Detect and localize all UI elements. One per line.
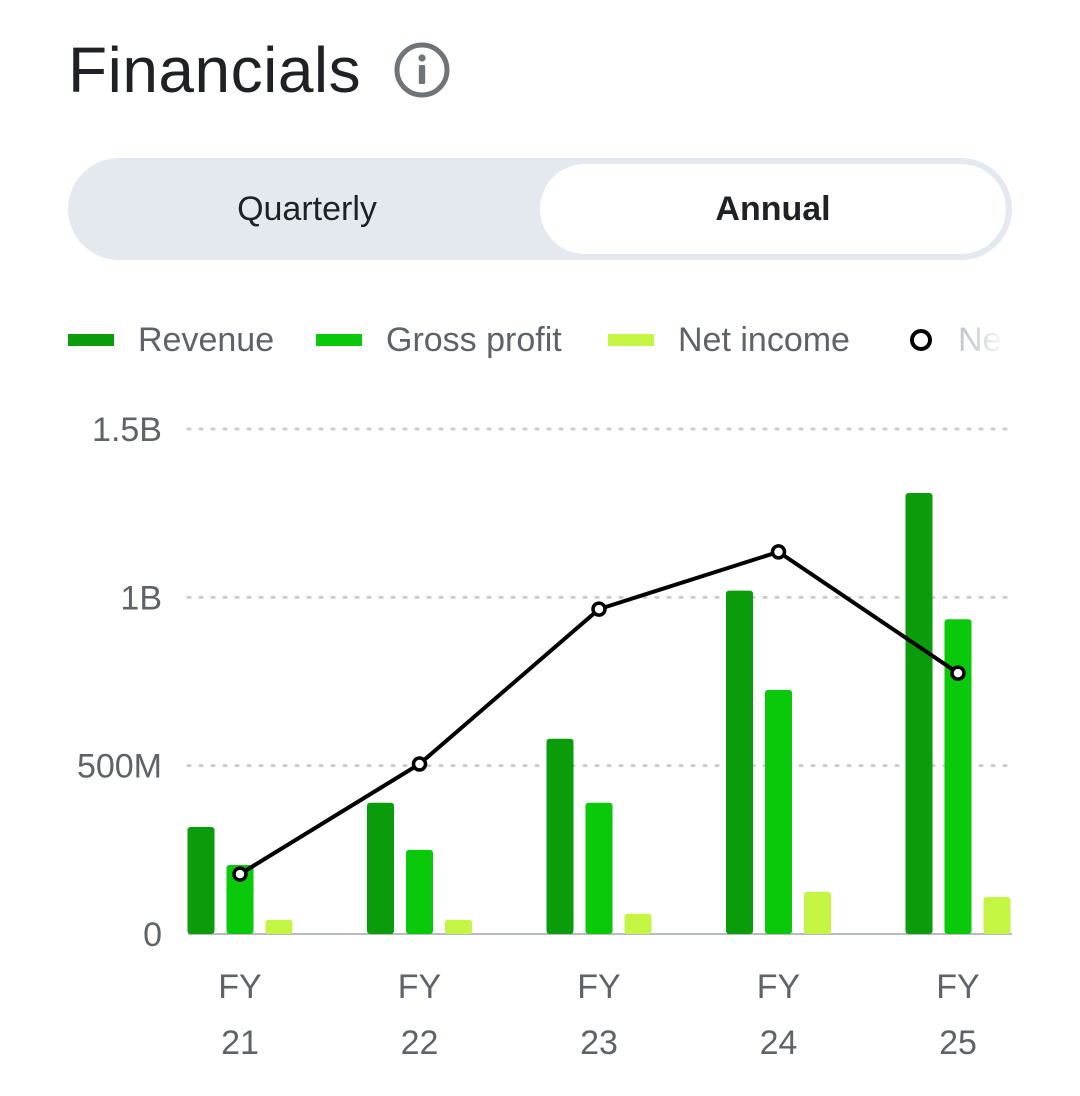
net-line-dot-icon (910, 329, 932, 351)
net-line-point (232, 866, 248, 882)
net-line-point (950, 665, 966, 681)
period-toggle: Quarterly Annual (68, 158, 1012, 260)
net-line-point (770, 544, 787, 560)
x-tick-label: FY (398, 968, 441, 1006)
y-tick-label: 1B (120, 579, 162, 617)
y-tick-label: 1.5B (92, 411, 162, 449)
info-icon[interactable] (393, 41, 451, 99)
y-tick-label: 0 (143, 916, 162, 954)
revenue-bar (367, 802, 394, 934)
header: Financials (68, 30, 451, 110)
x-tick-label: FY (757, 968, 800, 1006)
y-tick-label: 500M (77, 748, 162, 786)
x-tick-label: FY (577, 968, 620, 1006)
x-tick-label: 22 (401, 1024, 439, 1062)
x-tick-label: 24 (760, 1024, 798, 1062)
annual-tab[interactable]: Annual (540, 164, 1006, 254)
net-income-swatch (608, 334, 654, 346)
page-title: Financials (68, 34, 362, 106)
x-tick-label: 25 (939, 1024, 977, 1062)
legend-label-net-income: Net income (678, 320, 850, 359)
net-income-bar (983, 896, 1011, 934)
gross-profit-bar (944, 619, 972, 934)
chart-legend: Revenue Gross profit Net income Ne (68, 310, 1008, 370)
net-income-bar (445, 919, 472, 934)
legend-label-revenue: Revenue (138, 320, 275, 359)
legend-fade (968, 310, 1008, 370)
gross-profit-swatch (316, 334, 362, 346)
gross-profit-bar (585, 802, 613, 934)
x-tick-label: 23 (580, 1024, 618, 1062)
revenue-bar (546, 738, 574, 934)
net-income-bar (265, 919, 293, 934)
financials-chart: 0 500M 1B 1.5B FY 21 FY 22 FY 23 FY 24 FY 25 (77, 411, 1014, 1062)
quarterly-tab[interactable]: Quarterly (237, 189, 377, 228)
gross-profit-bar (406, 849, 433, 934)
gross-profit-bar (765, 689, 792, 934)
legend-revenue[interactable]: Revenue (68, 310, 274, 370)
x-tick-label: FY (936, 968, 979, 1006)
revenue-swatch (68, 334, 114, 346)
x-tick-label: 21 (221, 1024, 259, 1062)
legend-gross-profit[interactable]: Gross profit (316, 310, 562, 370)
legend-net-income[interactable]: Net income (608, 310, 850, 370)
net-line-point (591, 601, 607, 617)
revenue-bar (187, 826, 215, 934)
x-tick-label: FY (218, 968, 261, 1006)
gross-profit-bar (226, 864, 254, 934)
net-income-bar (624, 913, 652, 934)
revenue-bar (726, 590, 753, 934)
net-line-point (411, 756, 428, 772)
net-income-bar (804, 891, 831, 934)
legend-label-gross-profit: Gross profit (386, 320, 562, 359)
revenue-bar (905, 492, 933, 934)
